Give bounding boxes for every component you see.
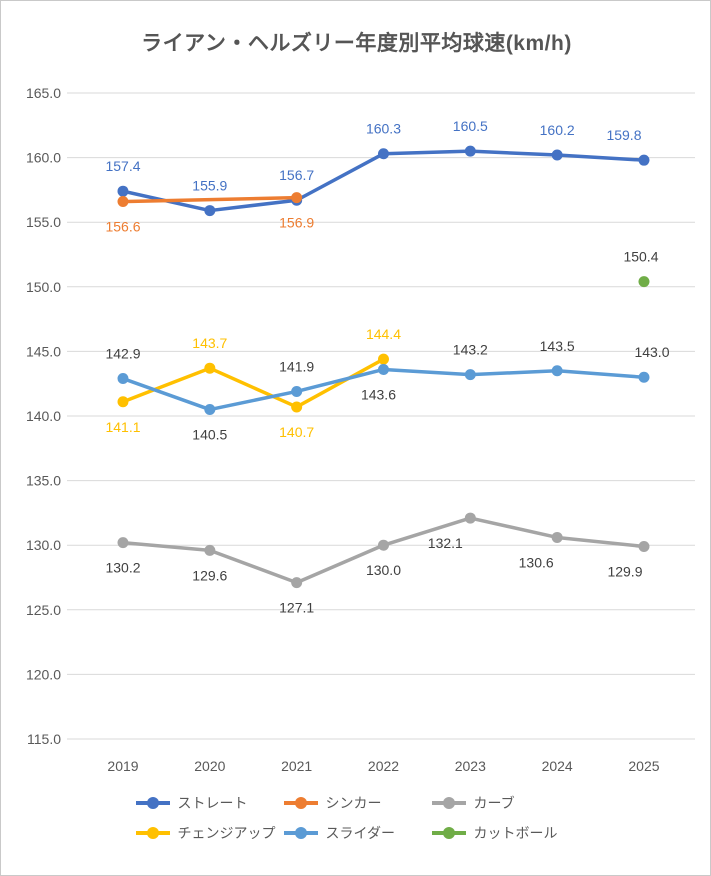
data-label: 140.5 xyxy=(192,427,227,443)
data-point xyxy=(204,362,216,374)
data-point xyxy=(377,148,389,160)
data-point xyxy=(551,365,563,377)
y-tick-label: 120.0 xyxy=(26,666,61,682)
data-label: 129.9 xyxy=(607,563,642,579)
data-label: 160.2 xyxy=(540,122,575,138)
legend-label: カットボール xyxy=(473,825,558,841)
data-point xyxy=(117,373,129,385)
x-tick-label: 2024 xyxy=(542,758,573,774)
data-point xyxy=(638,276,650,288)
legend-item-straight: ストレート xyxy=(135,793,283,813)
data-label: 143.0 xyxy=(634,344,669,360)
data-point xyxy=(464,145,476,157)
legend-line-marker-icon xyxy=(135,827,170,839)
data-label: 144.4 xyxy=(366,326,401,342)
x-tick-label: 2019 xyxy=(107,758,138,774)
data-point xyxy=(377,539,389,551)
legend-row-2: チェンジアップ スライダー カットボール xyxy=(135,823,579,843)
legend-label: スライダー xyxy=(325,825,395,841)
legend-label: カーブ xyxy=(473,795,515,811)
data-point xyxy=(291,401,303,413)
y-tick-label: 150.0 xyxy=(26,279,61,295)
legend-item-curve: カーブ xyxy=(431,793,579,813)
x-tick-label: 2021 xyxy=(281,758,312,774)
y-tick-label: 145.0 xyxy=(26,343,61,359)
data-label: 155.9 xyxy=(192,178,227,194)
y-tick-label: 115.0 xyxy=(27,731,61,747)
data-point xyxy=(638,371,650,383)
x-tick-label: 2025 xyxy=(628,758,659,774)
legend-line-marker-icon xyxy=(431,797,466,809)
legend-label: チェンジアップ xyxy=(177,825,276,841)
legend-line-marker-icon xyxy=(283,827,318,839)
data-point xyxy=(638,154,650,166)
data-point xyxy=(551,149,563,161)
data-label: 156.7 xyxy=(279,167,314,183)
legend-line-marker-icon xyxy=(431,827,466,839)
x-tick-label: 2022 xyxy=(368,758,399,774)
legend-line-marker-icon xyxy=(283,797,318,809)
data-point xyxy=(377,363,389,375)
data-label: 140.7 xyxy=(279,424,314,440)
data-label: 141.1 xyxy=(105,419,140,435)
data-label: 157.4 xyxy=(105,158,140,174)
data-label: 159.8 xyxy=(606,127,641,143)
plot-area: 115.0 120.0 125.0 130.0 135.0 140.0 145.0 150.0… xyxy=(26,85,695,774)
data-label: 156.9 xyxy=(279,215,314,231)
chart-legend: ストレート シンカー カーブ xyxy=(1,793,710,843)
chart-title: ライアン・ヘルズリー年度別平均球速(km/h) xyxy=(141,32,572,55)
legend-label: シンカー xyxy=(325,795,382,811)
y-tick-label: 140.0 xyxy=(26,408,61,424)
data-point xyxy=(117,185,129,197)
data-point xyxy=(291,385,303,397)
data-label: 143.5 xyxy=(540,338,575,354)
legend-item-cutball: カットボール xyxy=(431,823,579,843)
data-point xyxy=(291,192,303,204)
data-label: 127.1 xyxy=(279,600,314,616)
legend-label: ストレート xyxy=(177,795,248,811)
y-tick-label: 155.0 xyxy=(26,214,61,230)
y-tick-label: 125.0 xyxy=(26,602,61,618)
legend-row-1: ストレート シンカー カーブ xyxy=(135,793,579,813)
y-tick-label: 135.0 xyxy=(26,473,61,489)
data-label: 160.3 xyxy=(366,121,401,137)
data-label: 142.9 xyxy=(105,346,140,362)
x-tick-label: 2023 xyxy=(455,758,486,774)
data-label: 156.6 xyxy=(105,219,140,235)
data-point xyxy=(377,353,389,365)
data-label: 143.2 xyxy=(453,342,488,358)
legend-line-marker-icon xyxy=(135,797,170,809)
data-point xyxy=(117,196,129,208)
series-line xyxy=(121,357,386,409)
data-point xyxy=(464,369,476,381)
y-tick-label: 165.0 xyxy=(26,85,61,101)
legend-item-changeup: チェンジアップ xyxy=(135,823,283,843)
data-label: 130.6 xyxy=(519,554,554,570)
data-point xyxy=(551,531,563,543)
data-point xyxy=(204,544,216,556)
data-point xyxy=(204,404,216,416)
data-label: 132.1 xyxy=(428,535,463,551)
data-point xyxy=(464,512,476,524)
legend-item-slider: スライダー xyxy=(283,823,431,843)
data-label: 130.0 xyxy=(366,562,401,578)
y-tick-label: 130.0 xyxy=(26,537,61,553)
data-point xyxy=(204,205,216,217)
y-tick-label: 160.0 xyxy=(26,150,61,166)
data-label: 141.9 xyxy=(279,358,314,374)
data-point xyxy=(638,540,650,552)
x-tick-label: 2020 xyxy=(194,758,225,774)
data-point xyxy=(117,396,129,408)
legend-item-sinker: シンカー xyxy=(283,793,431,813)
data-label: 143.6 xyxy=(361,386,396,402)
data-point xyxy=(291,577,303,589)
data-label: 130.2 xyxy=(105,560,140,576)
series-line xyxy=(121,195,299,204)
data-label: 129.6 xyxy=(192,567,227,583)
data-label: 160.5 xyxy=(453,118,488,134)
data-label: 143.7 xyxy=(192,335,227,351)
data-point xyxy=(117,537,129,549)
data-label: 150.4 xyxy=(623,249,658,265)
